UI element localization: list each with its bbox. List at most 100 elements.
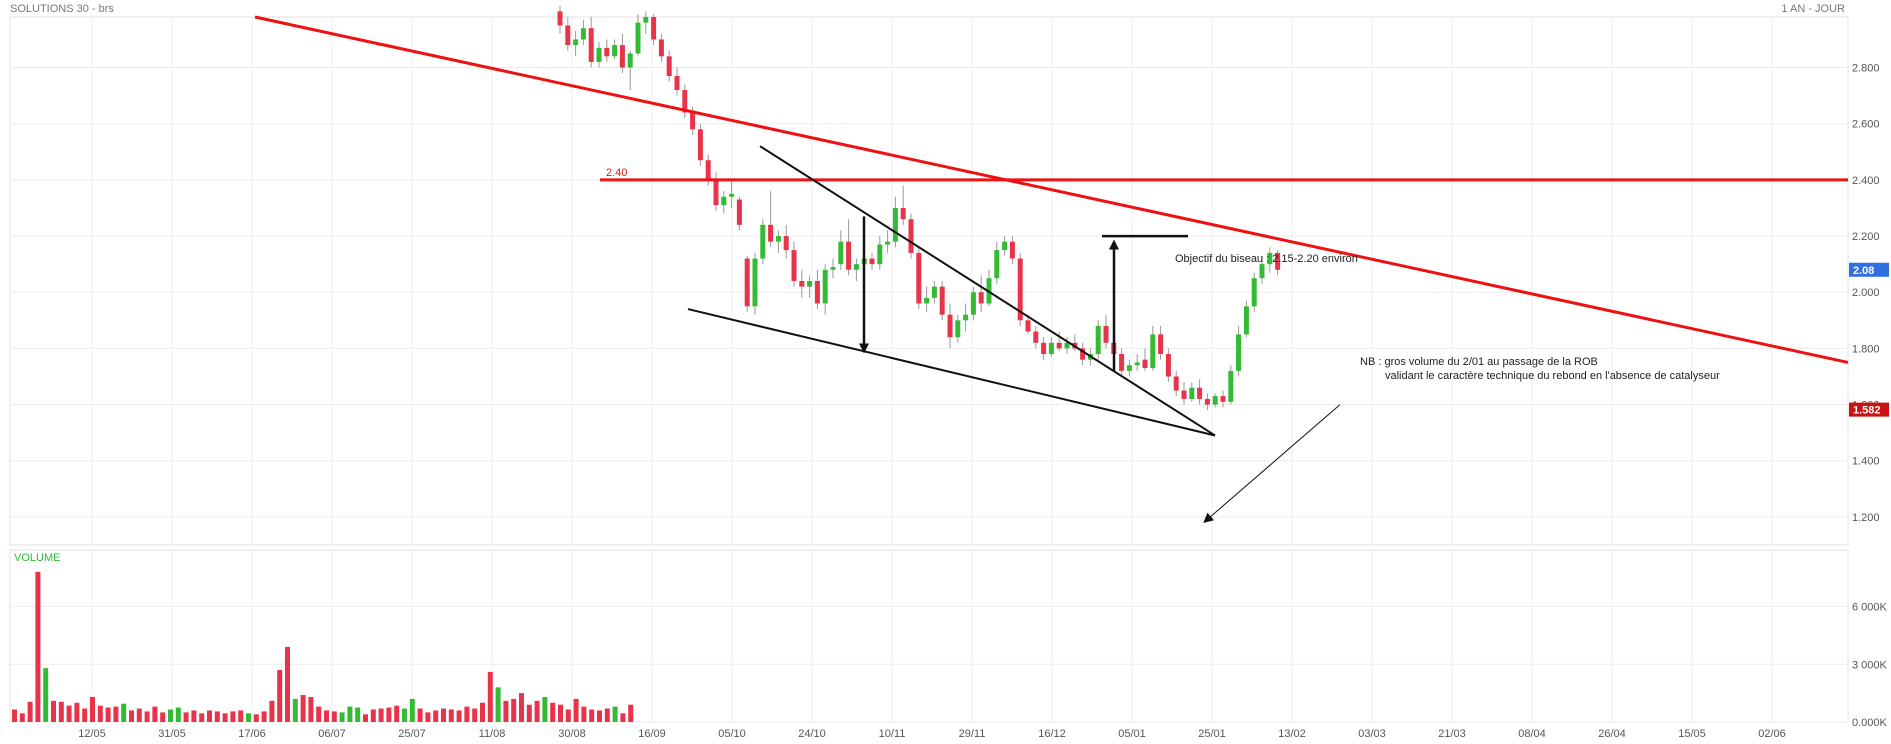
candle-body <box>1181 390 1187 399</box>
candle-body <box>666 56 672 76</box>
candle-body <box>970 292 976 315</box>
candle-body <box>1251 278 1257 307</box>
volume-bar <box>35 571 41 722</box>
candle-body <box>1064 342 1070 349</box>
volume-bar <box>253 714 259 722</box>
candle-body <box>791 250 797 281</box>
price-badge <box>1849 402 1889 417</box>
x-tick-label: 30/08 <box>558 728 586 740</box>
x-tick-label: 10/11 <box>879 728 906 740</box>
candle-body <box>1189 387 1195 399</box>
candle-body <box>830 266 836 270</box>
volume-bar <box>597 710 602 722</box>
period-label: 1 AN - JOUR <box>1781 3 1845 15</box>
volume-bar <box>277 670 283 722</box>
volume-bar <box>503 700 509 722</box>
candle-body <box>838 241 844 265</box>
y-tick-label: 2.200 <box>1852 231 1880 243</box>
x-tick-label: 15/05 <box>1678 728 1706 740</box>
volume-bar <box>238 710 244 722</box>
candle-body <box>573 39 579 46</box>
volume-bar <box>19 713 25 722</box>
x-tick-label: 06/07 <box>318 728 346 740</box>
candle-body <box>978 292 984 304</box>
volume-bar <box>308 696 314 722</box>
candles <box>557 5 1281 411</box>
volume-bar <box>129 710 134 722</box>
volume-bar <box>495 687 501 722</box>
volume-bar <box>487 671 493 722</box>
candle-body <box>955 320 961 338</box>
volume-bar <box>214 711 220 722</box>
candle-body <box>1173 376 1179 391</box>
nb-annotation-line2: validant le caractère technique du rebon… <box>1385 370 1720 382</box>
price-panel-border <box>9 16 1849 546</box>
x-tick-label: 24/10 <box>798 728 826 740</box>
candle-body <box>1236 334 1242 371</box>
level-label: 2.40 <box>606 167 627 179</box>
candle-body <box>768 224 774 242</box>
volume-bar <box>339 712 345 722</box>
volume-bar <box>285 646 290 722</box>
x-tick-label: 25/01 <box>1198 728 1226 740</box>
candle-body <box>1243 306 1249 335</box>
candle-body <box>994 250 1000 279</box>
candle-body <box>1134 362 1140 366</box>
x-tick-label: 12/05 <box>78 728 106 740</box>
volume-bar <box>402 708 407 722</box>
y-tick-label: 2.800 <box>1852 63 1880 75</box>
volume-tick-label: 3 000K <box>1852 659 1888 671</box>
candle-body <box>627 53 633 68</box>
volume-bar <box>43 668 49 722</box>
volume-bar <box>441 708 446 722</box>
x-tick-label: 31/05 <box>158 728 186 740</box>
candle-body <box>744 258 750 307</box>
x-tick-label: 26/04 <box>1598 728 1626 740</box>
candle-body <box>1017 258 1023 321</box>
volume-bar <box>105 707 111 722</box>
candle-body <box>1228 370 1234 402</box>
volume-bar <box>175 707 181 722</box>
volume-bar <box>464 706 470 722</box>
volume-bar <box>261 711 267 722</box>
volume-bar <box>526 704 532 722</box>
candle-body <box>822 269 828 304</box>
candle-body <box>885 241 891 245</box>
objective-annotation: Objectif du biseau : 2.15-2.20 environ <box>1175 253 1358 265</box>
x-tick-label: 05/01 <box>1118 728 1146 740</box>
price-badge-label: 1.582 <box>1853 405 1881 417</box>
x-tick-label: 13/02 <box>1278 728 1306 740</box>
volume-bar <box>550 702 556 722</box>
wedge-upper-line <box>759 145 1216 437</box>
y-tick-label: 1.200 <box>1852 512 1880 524</box>
candle-body <box>705 160 711 180</box>
x-tick-label: 05/10 <box>718 728 746 740</box>
candle-body <box>713 179 719 206</box>
volume-bar <box>417 708 423 722</box>
volume-bar <box>448 709 454 722</box>
volume-bar <box>628 704 634 722</box>
volume-bar <box>589 709 595 722</box>
volume-bar <box>355 707 361 722</box>
x-tick-label: 08/04 <box>1518 728 1546 740</box>
candle-body <box>643 17 649 23</box>
candle-body <box>760 224 766 259</box>
candle-body <box>783 236 789 251</box>
volume-bar <box>316 706 322 722</box>
x-tick-label: 25/07 <box>398 728 426 740</box>
volume-bars <box>12 571 634 722</box>
candle-body <box>596 47 602 62</box>
candle-body <box>846 241 852 270</box>
volume-title: VOLUME <box>14 552 60 564</box>
volume-bar <box>292 698 298 722</box>
candle-body <box>1009 241 1015 259</box>
volume-bar <box>207 710 212 722</box>
candle-body <box>900 207 906 220</box>
volume-bar <box>409 698 415 722</box>
candle-body <box>1041 342 1047 355</box>
volume-bar <box>27 701 33 722</box>
candle-body <box>892 207 898 242</box>
volume-bar <box>620 713 626 722</box>
volume-bar <box>542 696 548 722</box>
